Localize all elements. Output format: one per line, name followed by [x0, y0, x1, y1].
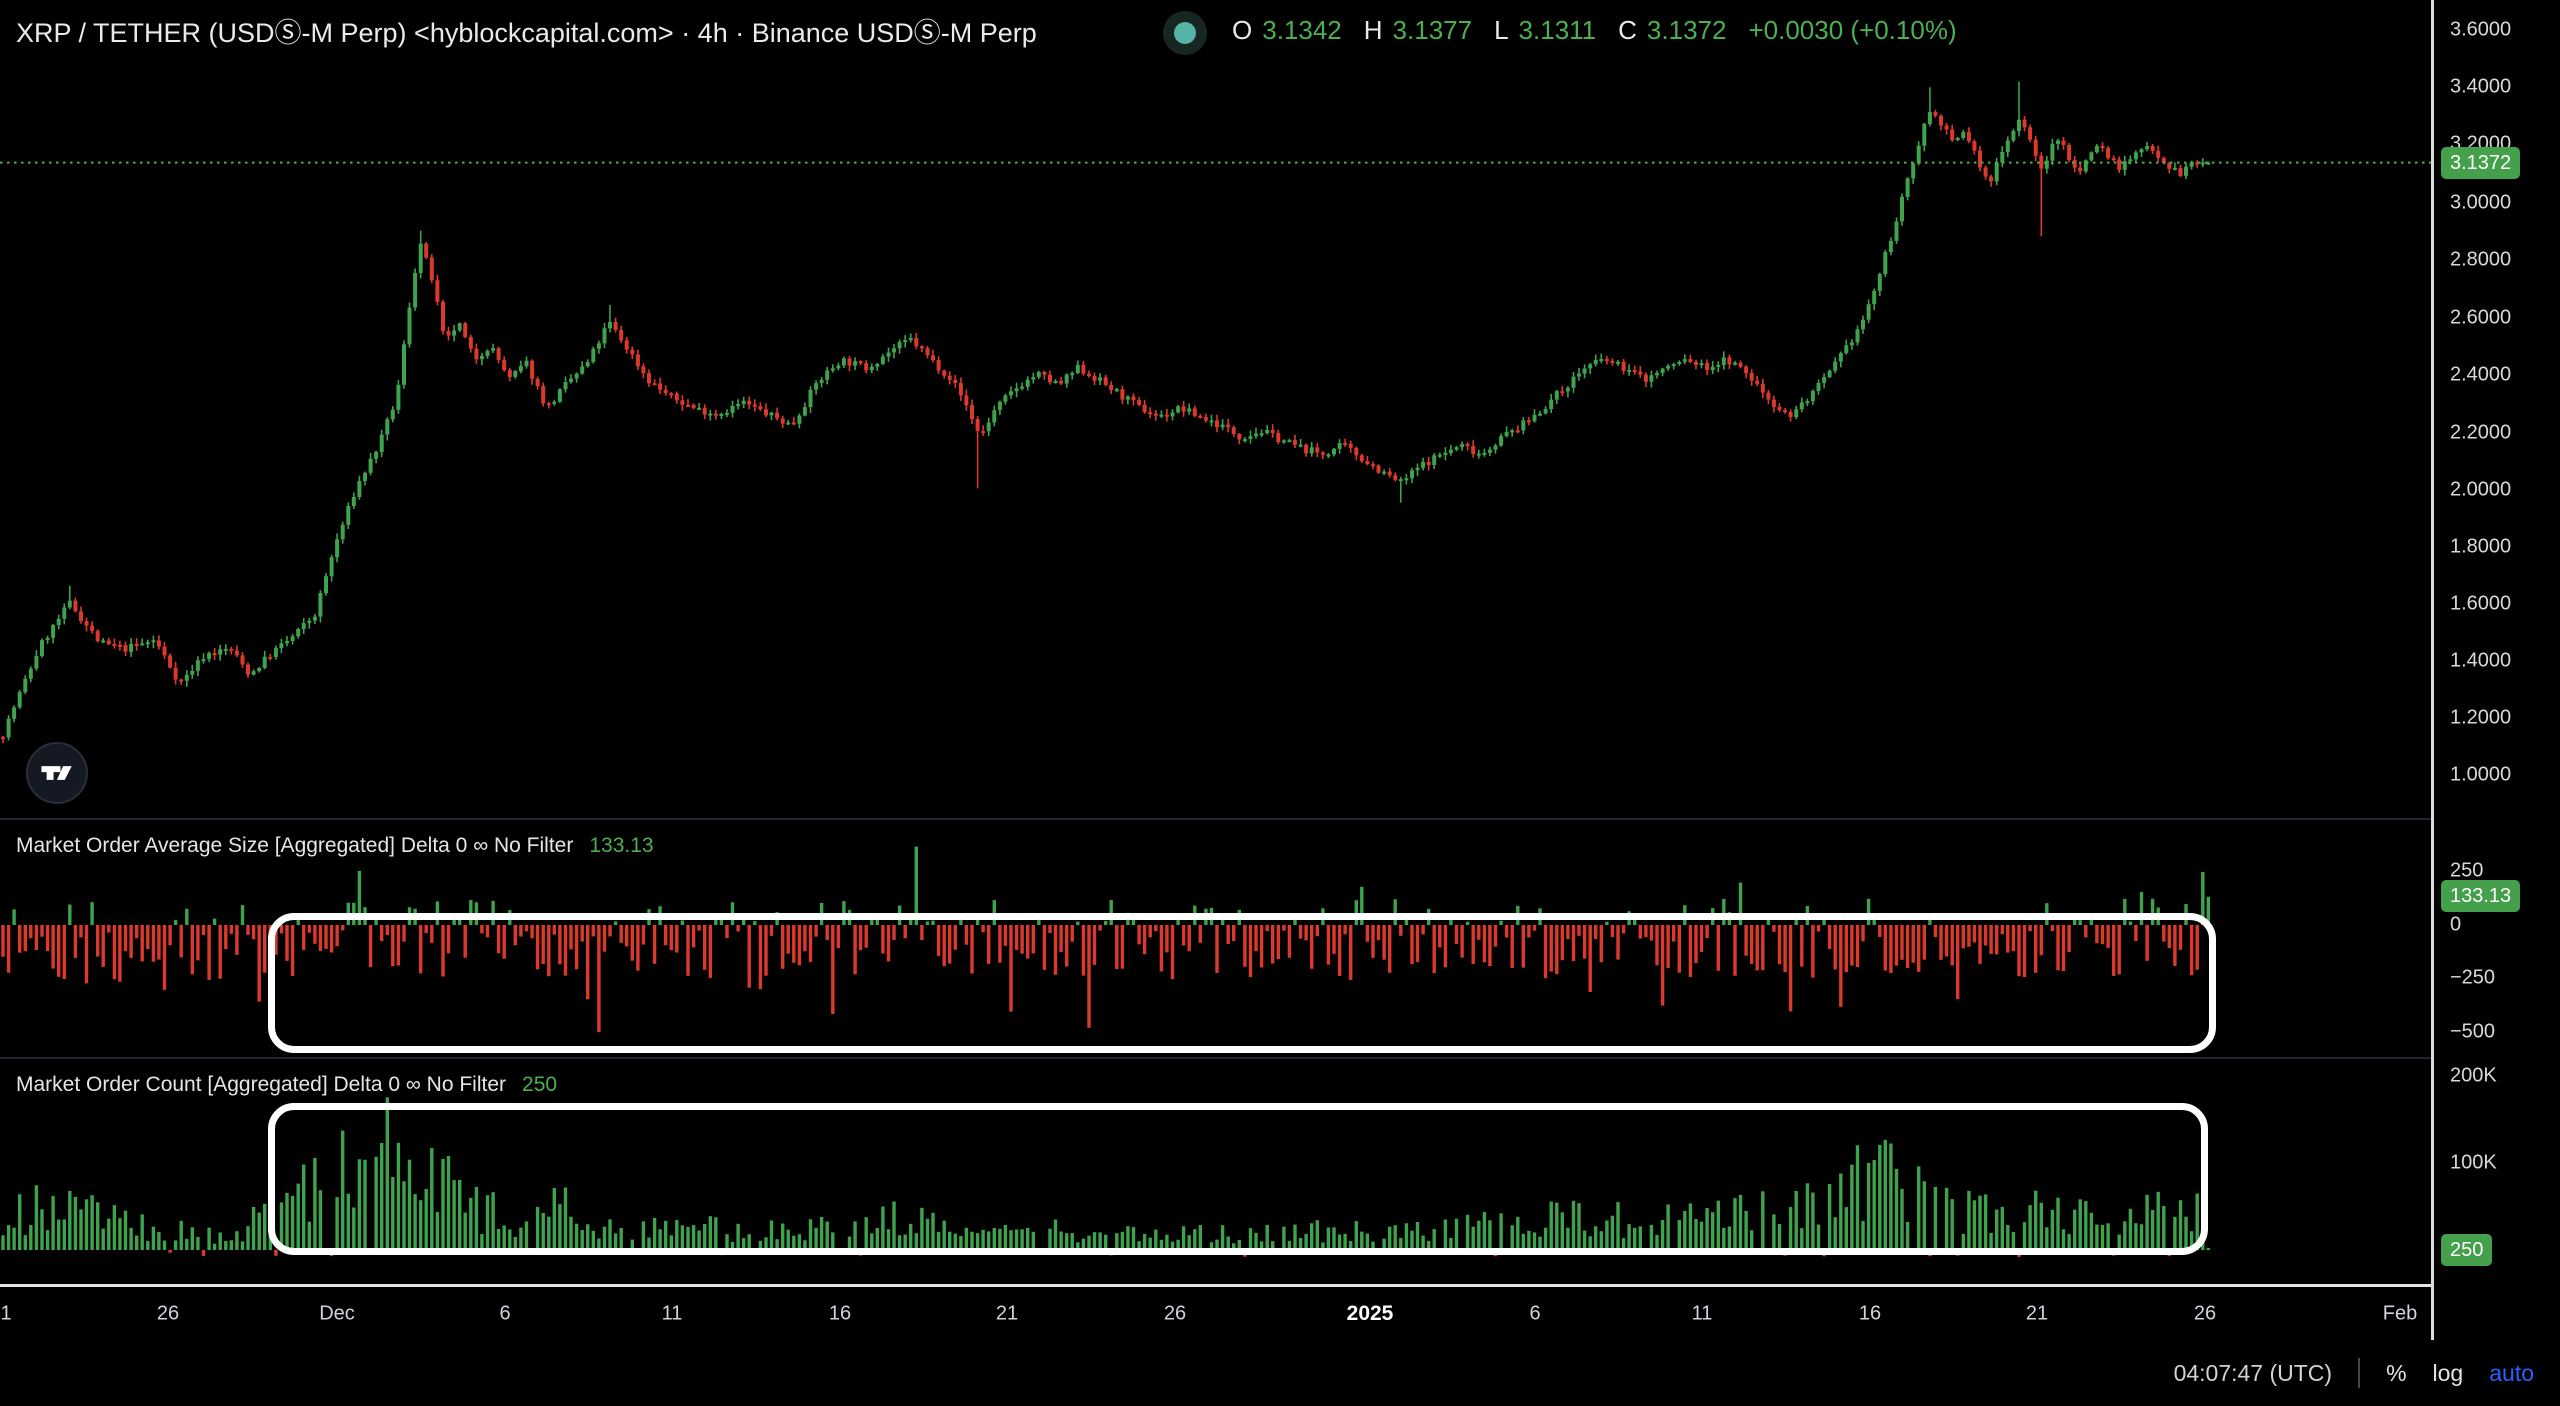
avg-size-tick: −250 [2450, 966, 2496, 989]
avg-size-value: 133.13 [589, 834, 654, 857]
pane-divider-2[interactable] [0, 1057, 2431, 1059]
price-tick: 2.6000 [2450, 306, 2512, 329]
time-axis[interactable]: 1 26 Dec 6 11 16 21 26 2025 6 11 16 21 26 Feb [0, 1284, 2560, 1343]
candlestick-chart [0, 81, 2431, 744]
avg-size-title-row: Market Order Average Size [Aggregated] D… [16, 834, 654, 858]
price-tick: 2.0000 [2450, 478, 2512, 501]
avg-size-tick: −500 [2450, 1020, 2496, 1043]
time-label: 26 [2193, 1302, 2217, 1324]
time-label: 11 [661, 1302, 683, 1324]
time-label: 2025 [1346, 1301, 1394, 1325]
time-label: 26 [156, 1302, 180, 1324]
time-label: 1 [0, 1302, 12, 1324]
annotation-box-count [268, 1103, 2208, 1255]
count-tick: 200K [2450, 1064, 2497, 1087]
ohlc-readout: O 3.1342 H 3.1377 L 3.1311 C 3.1372 +0.0… [1232, 8, 1957, 52]
main-candlestick-pane[interactable] [0, 0, 2431, 818]
time-label: 21 [2025, 1302, 2049, 1324]
change-value: +0.0030 (+0.10%) [1748, 14, 1957, 45]
price-tick: 3.6000 [2450, 18, 2512, 41]
high-value: 3.1377 [1392, 14, 1473, 45]
tradingview-logo-icon [41, 766, 72, 780]
price-tick: 1.2000 [2450, 706, 2512, 729]
count-tick: 100K [2450, 1151, 2497, 1174]
log-scale-button[interactable]: log [2432, 1359, 2464, 1386]
status-dot-inner [1174, 22, 1196, 44]
price-tick: 3.4000 [2450, 75, 2512, 98]
count-badge: 250 [2441, 1234, 2493, 1266]
open-label: O [1232, 14, 1253, 45]
open-value: 3.1342 [1262, 14, 1342, 45]
price-tick: 1.8000 [2450, 535, 2512, 558]
auto-scale-button[interactable]: auto [2489, 1359, 2534, 1386]
price-tick: 1.0000 [2450, 763, 2512, 786]
percent-scale-button[interactable]: % [2386, 1359, 2407, 1386]
pane-divider-1[interactable] [0, 818, 2431, 820]
close-label: C [1618, 14, 1637, 45]
time-label: 21 [995, 1302, 1019, 1324]
count-title[interactable]: Market Order Count [Aggregated] Delta 0 … [16, 1073, 507, 1096]
time-label: 16 [1858, 1302, 1882, 1324]
count-value: 250 [522, 1073, 558, 1096]
high-label: H [1363, 14, 1383, 45]
low-label: L [1494, 14, 1509, 45]
time-label: Dec [319, 1302, 355, 1324]
time-label: 16 [828, 1302, 852, 1324]
avg-size-tick: 0 [2450, 913, 2462, 936]
tradingview-logo[interactable] [26, 742, 88, 804]
time-label: Feb [2382, 1302, 2418, 1324]
statusbar-divider [2358, 1358, 2361, 1388]
clock-utc[interactable]: 04:07:47 (UTC) [2173, 1359, 2333, 1386]
symbol-title[interactable]: XRP / TETHER (USDⓈ-M Perp) <hyblockcapit… [16, 17, 1037, 48]
price-axis[interactable]: 3.1372 133.13 250 3.6000 3.4000 3.2000 3.00… [2431, 0, 2560, 1340]
price-tick: 1.6000 [2450, 592, 2512, 615]
avg-size-tick: 250 [2450, 859, 2484, 882]
count-title-row: Market Order Count [Aggregated] Delta 0 … [16, 1073, 557, 1097]
count-pane[interactable] [0, 1057, 2431, 1284]
price-tick: 3.0000 [2450, 191, 2512, 214]
current-price-badge: 3.1372 [2441, 147, 2521, 179]
price-tick: 1.4000 [2450, 649, 2512, 672]
price-tick: 2.2000 [2450, 421, 2512, 444]
avg-size-badge: 133.13 [2441, 880, 2521, 912]
avg-size-title[interactable]: Market Order Average Size [Aggregated] D… [16, 834, 574, 857]
price-tick: 2.8000 [2450, 248, 2512, 271]
annotation-box-avg-size [268, 913, 2216, 1053]
time-label: 11 [1691, 1302, 1713, 1324]
count-histogram [1, 1097, 2210, 1257]
price-tick: 2.4000 [2450, 363, 2512, 386]
low-value: 3.1311 [1518, 14, 1597, 45]
close-value: 3.1372 [1646, 14, 1727, 45]
time-label: 6 [499, 1302, 511, 1324]
bottom-status-bar: 04:07:47 (UTC) % log auto [0, 1340, 2560, 1406]
time-label: 6 [1529, 1302, 1541, 1324]
time-label: 26 [1163, 1302, 1187, 1324]
status-dot-icon [1163, 11, 1207, 55]
